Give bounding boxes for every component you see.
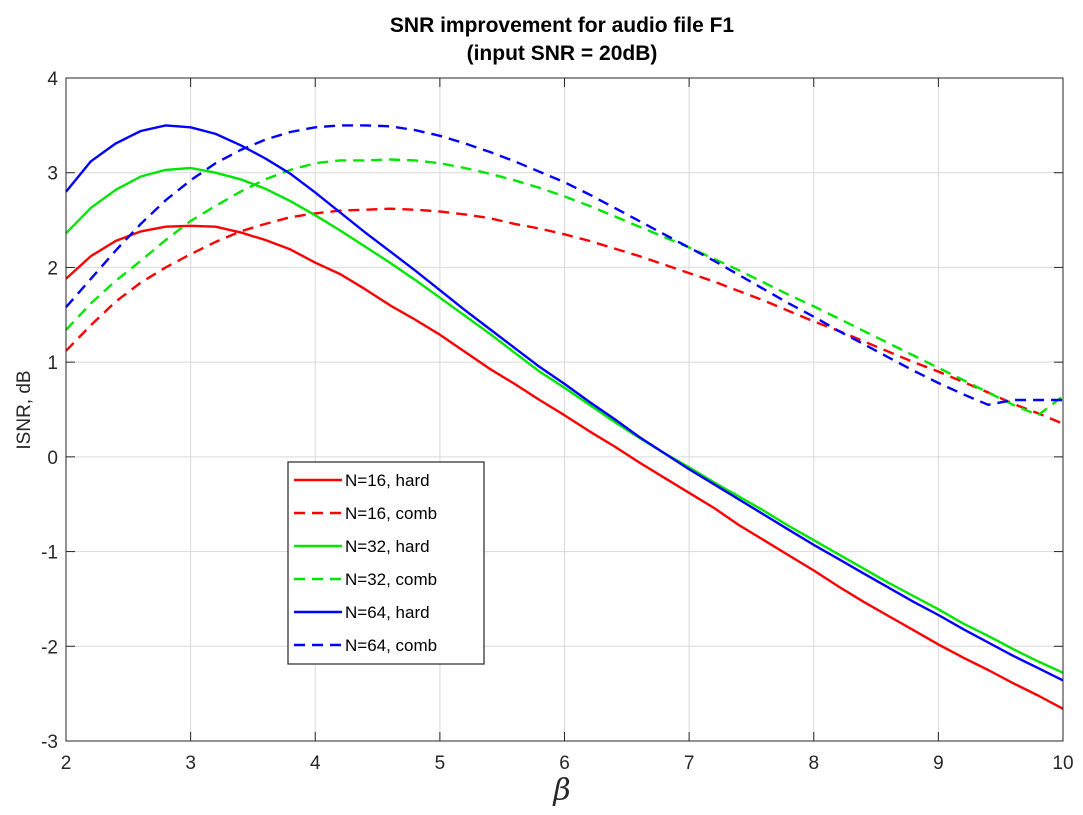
x-tick-label: 2 <box>61 753 72 774</box>
legend-label: N=64, hard <box>345 603 430 622</box>
y-tick-label: 4 <box>47 69 58 90</box>
x-axis: 2 3 4 5 6 7 8 9 10 <box>61 78 1074 774</box>
x-tick-label: 7 <box>684 753 695 774</box>
x-tick-label: 10 <box>1052 753 1073 774</box>
y-tick-label: -3 <box>41 732 58 753</box>
chart-title-line-1: SNR improvement for audio file F1 <box>390 14 735 37</box>
series-line-n-32-hard <box>65 166 1064 674</box>
series-line-n-16-hard <box>65 224 1064 710</box>
series-line-n-64-hard <box>65 124 1064 682</box>
x-tick-label: 9 <box>933 753 944 774</box>
legend-items: N=16, hard N=16, comb N=32, hard N=32, comb… <box>294 471 437 655</box>
legend-label: N=32, comb <box>345 570 437 589</box>
legend-label: N=64, comb <box>345 636 437 655</box>
grid <box>66 78 1063 741</box>
x-axis-label: β <box>552 773 570 808</box>
y-tick-label: 2 <box>47 258 58 279</box>
chart-title-line-2: (input SNR = 20dB) <box>467 42 658 65</box>
x-tick-label: 4 <box>310 753 321 774</box>
y-axis: -3 -2 -1 0 1 2 3 4 <box>41 69 1063 753</box>
legend-label: N=16, comb <box>345 504 437 523</box>
x-tick-label: 8 <box>808 753 819 774</box>
y-tick-label: 1 <box>47 353 58 374</box>
y-axis-label: ISNR, dB <box>14 370 35 449</box>
x-tick-label: 3 <box>185 753 196 774</box>
legend-label: N=32, hard <box>345 537 430 556</box>
y-tick-label: -1 <box>41 543 58 564</box>
y-tick-label: 0 <box>47 448 58 469</box>
legend-box <box>287 461 485 665</box>
legend-label: N=16, hard <box>345 471 430 490</box>
y-tick-label: 3 <box>47 164 58 185</box>
legend: N=16, hard N=16, comb N=32, hard N=32, comb… <box>287 461 485 665</box>
series-group <box>65 124 1064 710</box>
x-tick-label: 6 <box>559 753 570 774</box>
y-tick-label: -2 <box>41 637 58 658</box>
x-tick-label: 5 <box>435 753 446 774</box>
series-line-n-16-comb <box>65 207 1064 425</box>
series-line-n-32-comb <box>65 158 1064 417</box>
